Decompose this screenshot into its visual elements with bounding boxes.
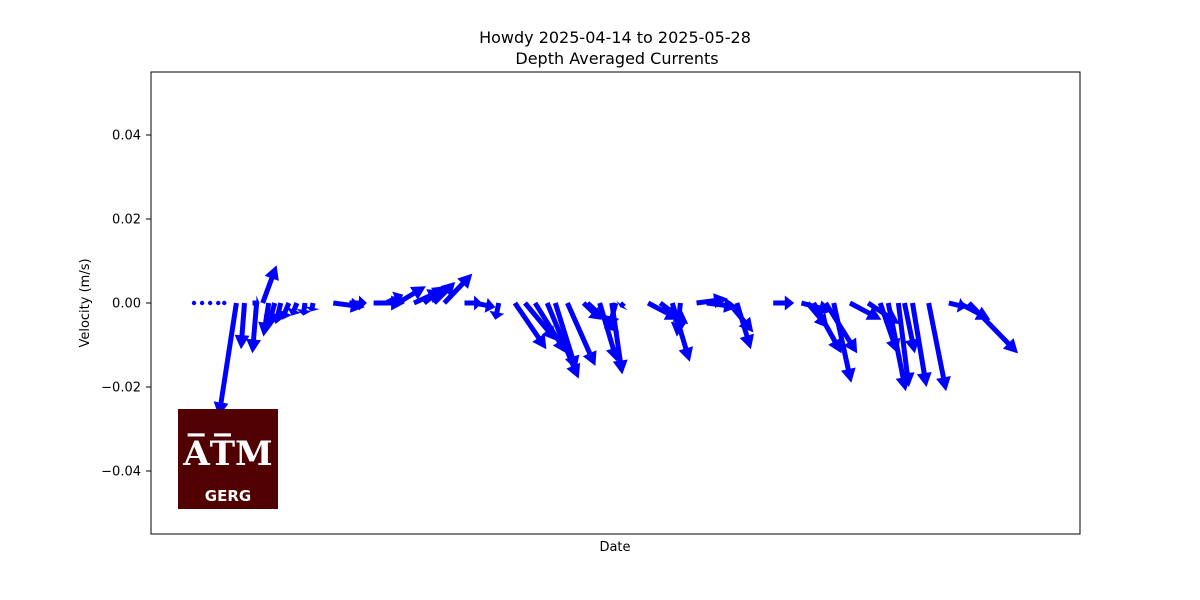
y-tick-label: 0.00: [112, 297, 141, 312]
vector-arrow: [489, 302, 505, 320]
vector-arrow: [670, 302, 686, 337]
vector-arrow: [597, 302, 621, 362]
vector-arrow: [296, 302, 312, 316]
vector-arrow: [213, 302, 239, 417]
vector-arrow: [260, 265, 279, 304]
vector-arrow: [926, 302, 951, 392]
logo-label: GERG: [205, 487, 251, 505]
vector-arrow: [848, 300, 882, 320]
vector-arrow: [278, 302, 292, 320]
logo-mark: A̅T̅M: [182, 433, 272, 474]
y-tick-label: 0.02: [112, 213, 141, 228]
vector-arrow: [464, 295, 482, 311]
vector-arrow: [831, 302, 856, 383]
vector-arrow: [191, 300, 197, 306]
vector-arrow: [442, 273, 473, 305]
y-tick-label: 0.04: [112, 129, 141, 144]
vector-arrow: [885, 302, 911, 392]
vector-arrow: [811, 301, 842, 354]
vector-arrow: [512, 301, 547, 350]
vector-arrow: [246, 302, 261, 354]
vector-arrow: [263, 302, 279, 329]
vector-arrow: [199, 300, 205, 306]
vector-arrow: [422, 286, 446, 305]
vector-arrow: [565, 302, 597, 366]
vector-arrow: [216, 300, 221, 306]
vector-arrow: [773, 295, 795, 311]
x-axis-label: Date: [599, 540, 630, 555]
vector-arrow: [432, 282, 456, 305]
vector-arrow: [222, 300, 227, 306]
vector-arrow: [669, 302, 693, 362]
y-axis: 0.04 0.02 0.00 −0.02 −0.04: [101, 129, 151, 480]
vector-arrow: [533, 301, 567, 354]
vector-series: [191, 265, 1018, 417]
logo: A̅T̅M GERG: [178, 409, 278, 509]
vector-arrow: [948, 298, 967, 313]
y-tick-label: −0.04: [101, 465, 141, 480]
logo-background: [178, 409, 278, 509]
vector-arrow: [474, 298, 496, 313]
vector-arrow: [902, 302, 920, 354]
vector-arrow: [910, 302, 932, 387]
vector-arrow: [646, 300, 680, 320]
vector-arrow: [734, 302, 754, 350]
y-tick-label: −0.02: [101, 381, 141, 396]
vector-arrow: [552, 302, 580, 371]
vector-arrow: [523, 301, 557, 341]
y-axis-label: Velocity (m/s): [78, 258, 93, 347]
vector-arrow: [706, 297, 739, 313]
chart-title: Howdy 2025-04-14 to 2025-05-28: [479, 28, 751, 47]
vector-arrow: [616, 300, 628, 311]
vector-arrow: [304, 302, 320, 312]
vector-arrow: [349, 295, 367, 311]
vector-arrow: [396, 286, 426, 306]
vector-arrow: [207, 300, 213, 306]
vector-arrow: [967, 301, 1018, 354]
vector-arrow: [604, 302, 620, 329]
vector-arrow: [895, 302, 915, 387]
vector-arrow: [287, 302, 301, 316]
vector-arrow: [581, 301, 601, 320]
vector-arrow: [234, 302, 250, 350]
chart-subtitle: Depth Averaged Currents: [515, 49, 718, 68]
